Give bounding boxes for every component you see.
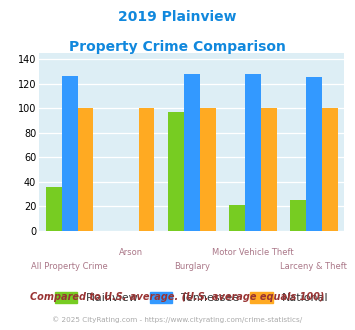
Text: All Property Crime: All Property Crime [31, 262, 108, 271]
Bar [77, 108, 93, 231]
Bar [138, 108, 154, 231]
Text: Property Crime Comparison: Property Crime Comparison [69, 40, 286, 53]
Bar [245, 74, 261, 231]
Bar [229, 205, 245, 231]
Bar [306, 77, 322, 231]
Text: Burglary: Burglary [174, 262, 210, 271]
Bar [261, 108, 277, 231]
Text: Compared to U.S. average. (U.S. average equals 100): Compared to U.S. average. (U.S. average … [30, 292, 325, 302]
Text: © 2025 CityRating.com - https://www.cityrating.com/crime-statistics/: © 2025 CityRating.com - https://www.city… [53, 317, 302, 323]
Bar [200, 108, 215, 231]
Bar [168, 112, 184, 231]
Bar [322, 108, 338, 231]
Text: Motor Vehicle Theft: Motor Vehicle Theft [212, 248, 294, 257]
Bar [184, 74, 200, 231]
Bar [290, 200, 306, 231]
Text: Larceny & Theft: Larceny & Theft [280, 262, 347, 271]
Legend: Plainview, Tennessee, National: Plainview, Tennessee, National [53, 290, 331, 306]
Text: Arson: Arson [119, 248, 143, 257]
Bar [62, 76, 77, 231]
Text: 2019 Plainview: 2019 Plainview [118, 10, 237, 24]
Bar [46, 187, 62, 231]
